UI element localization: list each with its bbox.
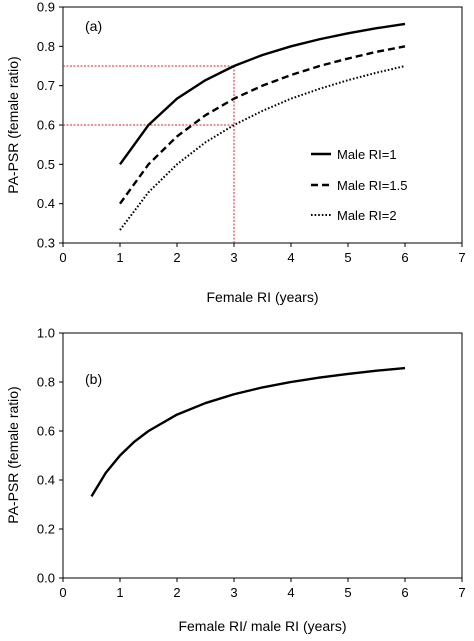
x-tick-label: 0 xyxy=(59,250,66,265)
chart-a: 0 1 2 3 4 5 6 7 0.3 0.4 0.5 0.6 0.7 0.8 0.9 (a) Femal… xyxy=(5,0,466,305)
y-tick-label: 0.2 xyxy=(37,522,55,537)
y-tick-label: 0.6 xyxy=(37,118,55,133)
chart-a-y-axis-title: PA-PSR (female ratio) xyxy=(5,56,21,193)
y-tick-label: 0.8 xyxy=(37,39,55,54)
chart-b-x-ticks: 0 1 2 3 4 5 6 7 xyxy=(59,578,466,600)
x-tick-label: 5 xyxy=(344,250,351,265)
x-tick-label: 4 xyxy=(287,250,294,265)
chart-a-annotations xyxy=(63,65,235,243)
x-tick-label: 3 xyxy=(230,250,237,265)
chart-a-y-ticks: 0.3 0.4 0.5 0.6 0.7 0.8 0.9 xyxy=(37,0,63,251)
legend-label-male-ri-1-5: Male RI=1.5 xyxy=(337,178,407,193)
chart-a-legend: Male RI=1 Male RI=1.5 Male RI=2 xyxy=(311,147,407,223)
chart-a-panel-label: (a) xyxy=(85,18,102,34)
y-tick-label: 0.5 xyxy=(37,157,55,172)
legend-label-male-ri-1: Male RI=1 xyxy=(337,147,397,162)
x-tick-label: 1 xyxy=(116,585,123,600)
y-tick-label: 0.4 xyxy=(37,196,55,211)
legend-label-male-ri-2: Male RI=2 xyxy=(337,208,397,223)
series-line-a-3 xyxy=(119,65,406,231)
legend-entry-male-ri-1: Male RI=1 xyxy=(311,147,397,162)
legend-entry-male-ri-1-5: Male RI=1.5 xyxy=(311,178,407,193)
y-tick-label: 0.3 xyxy=(37,236,55,251)
chart-b-x-axis-title: Female RI/ male RI (years) xyxy=(178,618,346,634)
y-tick-label: 0.4 xyxy=(37,473,55,488)
chart-b-y-ticks: 0.0 0.2 0.4 0.6 0.8 1.0 xyxy=(37,326,63,586)
y-tick-label: 0.8 xyxy=(37,375,55,390)
chart-b-y-axis-title: PA-PSR (female ratio) xyxy=(5,386,21,523)
y-tick-label: 0.9 xyxy=(37,0,55,15)
legend-entry-male-ri-2: Male RI=2 xyxy=(311,208,397,223)
y-tick-label: 0.7 xyxy=(37,78,55,93)
y-tick-label: 0.6 xyxy=(37,424,55,439)
x-tick-label: 4 xyxy=(287,585,294,600)
chart-b-panel-label: (b) xyxy=(85,371,102,387)
x-tick-label: 7 xyxy=(458,250,465,265)
chart-b: 0 1 2 3 4 5 6 7 0.0 0.2 0.4 0.6 0.8 1.0 (b) Female R… xyxy=(5,326,466,635)
x-tick-label: 2 xyxy=(173,585,180,600)
x-tick-label: 7 xyxy=(458,585,465,600)
series-line-a-1 xyxy=(119,22,406,166)
y-tick-label: 0.0 xyxy=(37,571,55,586)
series-line-b-1 xyxy=(90,366,406,498)
x-tick-label: 0 xyxy=(59,585,66,600)
x-tick-label: 3 xyxy=(230,585,237,600)
chart-a-x-ticks: 0 1 2 3 4 5 6 7 xyxy=(59,243,466,265)
x-tick-label: 6 xyxy=(401,585,408,600)
chart-b-series xyxy=(90,366,406,498)
chart-b-frame xyxy=(62,332,463,579)
chart-a-series xyxy=(119,22,406,231)
y-tick-label: 1.0 xyxy=(37,326,55,341)
series-line-a-2 xyxy=(119,45,406,205)
x-tick-label: 5 xyxy=(344,585,351,600)
x-tick-label: 2 xyxy=(173,250,180,265)
chart-a-x-axis-title: Female RI (years) xyxy=(206,289,318,305)
x-tick-label: 1 xyxy=(116,250,123,265)
x-tick-label: 6 xyxy=(401,250,408,265)
